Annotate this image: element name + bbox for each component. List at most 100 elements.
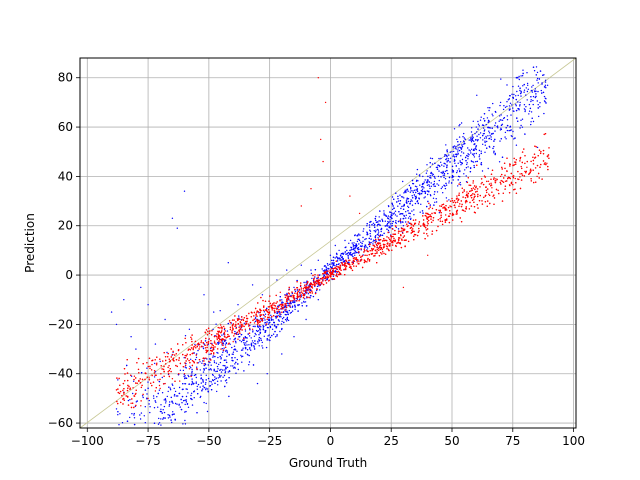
data-point	[494, 124, 496, 127]
data-point	[278, 320, 280, 322]
data-point	[242, 355, 244, 357]
data-point	[430, 182, 432, 184]
data-point	[234, 348, 236, 350]
data-point	[428, 208, 430, 210]
data-point	[416, 188, 419, 190]
data-point	[268, 300, 270, 302]
data-point	[376, 246, 378, 249]
data-point	[426, 184, 429, 186]
data-point	[212, 349, 214, 351]
data-point	[525, 172, 527, 174]
data-point	[521, 118, 524, 120]
data-point	[461, 151, 463, 153]
data-point	[466, 191, 468, 193]
data-point	[479, 158, 481, 160]
data-point	[379, 239, 382, 241]
data-point	[515, 144, 518, 146]
data-point	[438, 179, 440, 182]
data-point	[468, 208, 471, 210]
data-point	[484, 141, 486, 144]
data-point	[259, 326, 261, 328]
data-point	[115, 323, 118, 326]
data-point	[314, 284, 316, 286]
data-point	[424, 179, 426, 181]
data-point	[191, 364, 194, 367]
data-point	[480, 150, 482, 152]
data-point	[515, 182, 517, 184]
data-point	[300, 294, 303, 296]
data-point	[205, 402, 207, 405]
data-point	[379, 220, 381, 222]
data-point	[210, 369, 212, 371]
data-point	[217, 336, 220, 338]
data-point	[425, 227, 427, 229]
data-point	[482, 124, 485, 127]
data-point	[480, 163, 482, 165]
data-point	[438, 212, 441, 214]
data-point	[193, 352, 195, 354]
data-point	[478, 154, 481, 156]
data-point	[471, 189, 473, 191]
data-point	[421, 193, 423, 195]
data-point	[344, 239, 346, 242]
data-point	[332, 270, 335, 272]
data-point	[232, 367, 235, 369]
data-point	[255, 313, 257, 315]
data-point	[515, 98, 517, 101]
data-point	[456, 170, 459, 172]
data-point	[401, 221, 404, 223]
data-point	[514, 177, 516, 180]
data-point	[487, 200, 489, 202]
data-point	[494, 181, 497, 184]
data-point	[224, 346, 227, 348]
data-point	[386, 224, 388, 226]
data-point	[196, 345, 198, 348]
data-point	[463, 189, 465, 191]
data-point	[356, 247, 359, 250]
data-point	[479, 132, 482, 134]
data-point	[147, 387, 149, 389]
data-point	[144, 422, 146, 424]
data-point	[161, 368, 163, 370]
data-point	[196, 366, 198, 368]
data-point	[433, 204, 435, 206]
data-point	[521, 126, 524, 128]
data-point	[171, 378, 174, 380]
data-point	[319, 289, 321, 291]
data-point	[522, 72, 524, 75]
data-point	[364, 254, 366, 256]
data-point	[532, 163, 535, 165]
data-point	[204, 347, 207, 349]
data-point	[393, 212, 396, 214]
data-point	[261, 345, 263, 347]
data-point	[515, 159, 517, 161]
data-point	[146, 376, 148, 378]
data-point	[354, 246, 357, 248]
data-point	[159, 358, 161, 360]
data-point	[195, 382, 197, 385]
data-point	[397, 230, 400, 232]
data-point	[370, 238, 372, 240]
data-point	[190, 358, 192, 360]
data-point	[286, 295, 288, 297]
data-point	[427, 193, 429, 196]
data-point	[446, 200, 448, 202]
data-point	[273, 304, 275, 306]
data-point	[326, 274, 328, 276]
data-point	[361, 266, 364, 269]
data-point	[384, 220, 386, 222]
data-point	[503, 105, 505, 107]
data-point	[269, 336, 272, 339]
data-point	[519, 158, 521, 160]
data-point	[491, 133, 493, 135]
data-point	[165, 363, 167, 365]
data-point	[148, 379, 151, 381]
data-point	[220, 371, 223, 373]
data-point	[536, 77, 539, 80]
data-point	[203, 364, 205, 367]
data-point	[243, 338, 245, 340]
data-point	[497, 189, 499, 192]
data-point	[169, 401, 171, 403]
data-point	[509, 177, 511, 180]
data-point	[495, 188, 498, 191]
